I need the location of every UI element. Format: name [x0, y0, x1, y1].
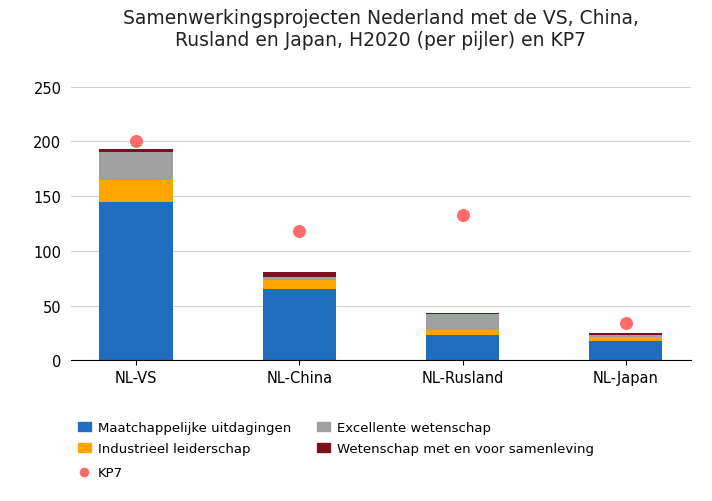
Bar: [100, 180, 173, 202]
Bar: [263, 281, 336, 290]
Bar: [589, 336, 662, 338]
Bar: [426, 314, 499, 315]
Bar: [426, 330, 499, 336]
Bar: [100, 202, 173, 361]
Point: [130, 138, 142, 146]
Bar: [426, 336, 499, 361]
Bar: [426, 315, 499, 330]
Point: [620, 320, 632, 328]
Title: Samenwerkingsprojecten Nederland met de VS, China,
Rusland en Japan, H2020 (per : Samenwerkingsprojecten Nederland met de …: [123, 10, 639, 50]
Bar: [100, 153, 173, 180]
Point: [293, 228, 305, 236]
Bar: [589, 341, 662, 361]
Bar: [589, 338, 662, 341]
Bar: [589, 333, 662, 336]
Bar: [100, 150, 173, 153]
Point: [457, 211, 468, 219]
Bar: [263, 278, 336, 281]
Legend: KP7: KP7: [78, 466, 122, 479]
Bar: [263, 290, 336, 361]
Bar: [263, 272, 336, 278]
